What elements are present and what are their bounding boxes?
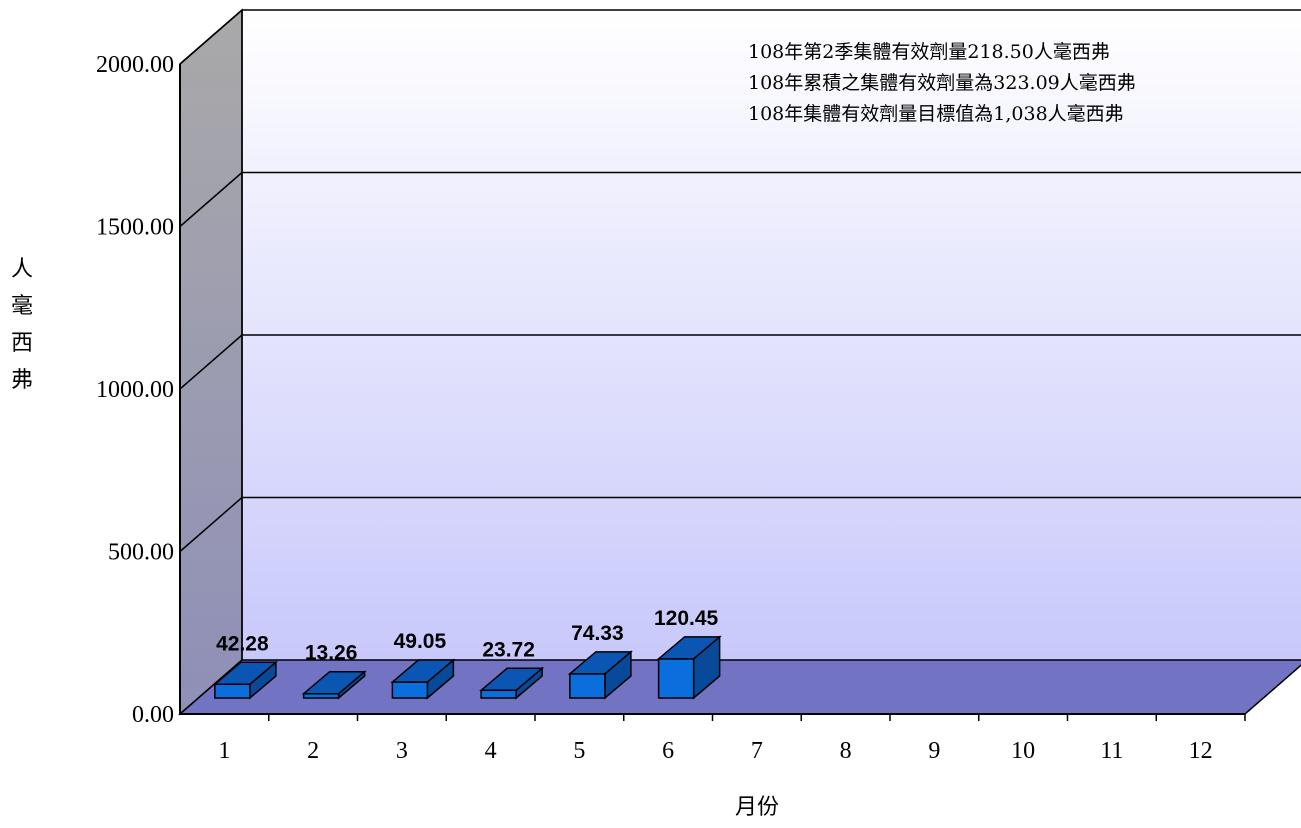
bar-top: [390, 659, 456, 683]
bar-top: [301, 670, 367, 695]
y-tick-label: 2000.00: [96, 52, 174, 78]
data-label: 49.05: [394, 630, 447, 653]
bar-top: [479, 667, 545, 692]
x-tick-label: 10: [1011, 738, 1035, 764]
bar: [212, 660, 278, 700]
y-axis-ticks: 0.00 500.00 1000.00 1500.00 2000.00: [96, 52, 174, 728]
y-tick-label: 500.00: [108, 540, 174, 566]
data-label: 23.72: [482, 638, 535, 661]
y-axis-title-char: 西: [11, 331, 33, 356]
annotation-line: 108年集體有效劑量目標值為1,038人毫西弗: [748, 103, 1124, 125]
gridline-diagonal: [179, 171, 243, 228]
gridline-diagonal: [179, 9, 243, 65]
data-label: 42.28: [216, 632, 269, 655]
y-tick-label: 1000.00: [96, 377, 174, 403]
bars: [212, 635, 722, 700]
bar-front: [214, 683, 251, 699]
y-axis-title: 人毫西弗: [11, 257, 33, 393]
x-tick-label: 12: [1189, 738, 1213, 764]
bar: [301, 670, 367, 700]
x-tick-label: 9: [928, 738, 940, 764]
data-labels: 42.28 13.26 49.05 23.72 74.33 120.45: [216, 607, 718, 665]
annotation-line: 108年累積之集體有效劑量為323.09人毫西弗: [748, 72, 1136, 94]
x-axis-ticks: 1 2 3 4 5 6 7 8 9 10 11 12: [218, 714, 1246, 764]
bar: [390, 658, 456, 700]
data-label: 74.33: [571, 622, 624, 645]
grid-lines: [179, 9, 1301, 553]
bar-front: [480, 689, 517, 699]
x-tick-label: 2: [307, 738, 319, 764]
bar: [656, 635, 722, 700]
data-label: 13.26: [305, 642, 358, 665]
bar: [567, 650, 633, 700]
bar-top: [656, 636, 722, 660]
gridline-diagonal: [179, 496, 243, 553]
y-axis-title-char: 弗: [11, 368, 33, 393]
annotation-line: 108年第2季集體有效劑量218.50人毫西弗: [748, 41, 1110, 63]
x-tick-label: 8: [840, 738, 852, 764]
bar-front: [569, 673, 606, 699]
y-tick-label: 0.00: [132, 702, 174, 728]
x-tick-label: 6: [662, 738, 674, 764]
bar: [479, 666, 545, 700]
bar-top: [567, 651, 633, 675]
y-axis-title-char: 人: [11, 257, 33, 282]
plot-frame: [177, 8, 1301, 716]
x-tick-label: 7: [751, 738, 763, 764]
bar-front: [657, 658, 695, 699]
x-tick-label: 4: [485, 738, 497, 764]
bar-top: [212, 661, 278, 686]
y-tick-label: 1500.00: [96, 215, 174, 241]
x-axis-title: 月份: [735, 795, 779, 820]
gridline-diagonal: [179, 334, 243, 390]
x-tick-label: 1: [218, 738, 230, 764]
y-axis-title-char: 毫: [11, 294, 33, 319]
data-label: 120.45: [654, 607, 719, 630]
annotations: 108年第2季集體有效劑量218.50人毫西弗 108年累積之集體有效劑量為323…: [748, 41, 1136, 125]
bar-front: [391, 681, 429, 699]
x-tick-label: 3: [396, 738, 408, 764]
x-tick-label: 5: [573, 738, 585, 764]
x-tick-label: 11: [1100, 738, 1123, 764]
